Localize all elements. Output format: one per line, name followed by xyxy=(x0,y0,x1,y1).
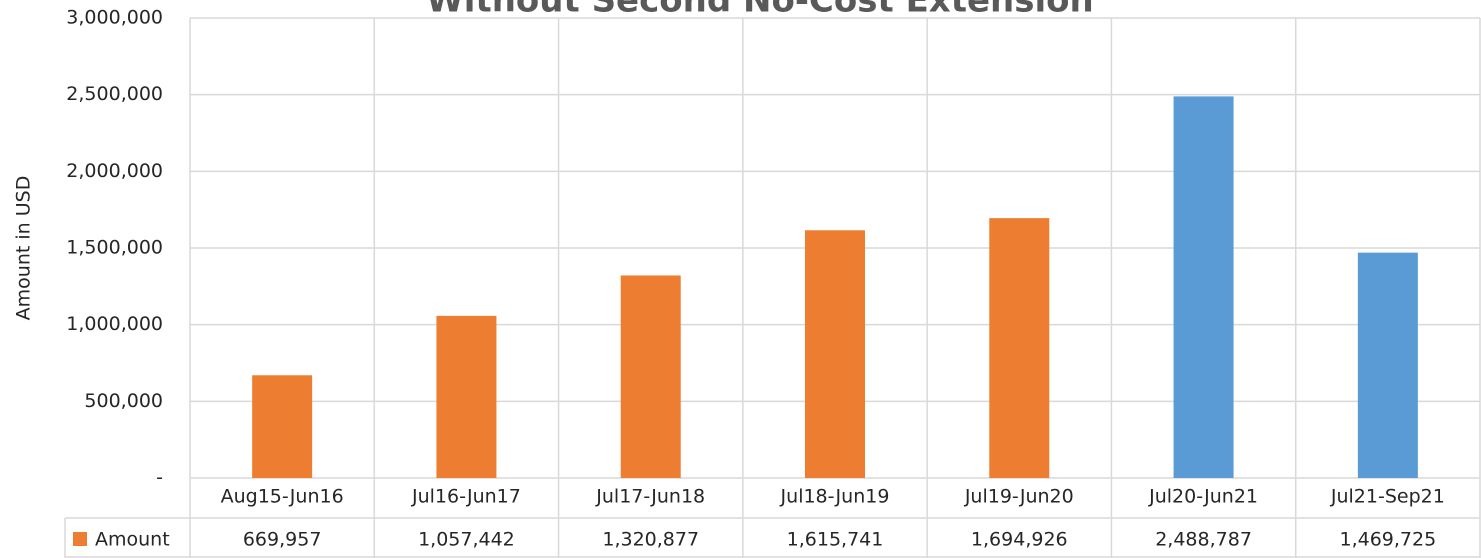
y-tick-label: 2,000,000 xyxy=(66,160,163,182)
x-tick-label: Aug15-Jun16 xyxy=(221,486,344,508)
y-tick-label: 1,000,000 xyxy=(66,313,163,335)
chart-title: Without Second No-Cost Extension xyxy=(426,0,1093,21)
y-tick-label: 500,000 xyxy=(84,390,163,412)
table-value: 1,320,877 xyxy=(602,529,699,551)
bar xyxy=(436,315,497,478)
y-tick-label: 3,000,000 xyxy=(66,7,163,29)
x-tick-label: Jul17-Jun18 xyxy=(595,486,705,508)
x-tick-label: Jul16-Jun17 xyxy=(411,486,521,508)
bar xyxy=(1357,252,1418,478)
x-tick-label: Jul19-Jun20 xyxy=(964,486,1074,508)
bar xyxy=(805,230,865,478)
y-tick-label: 1,500,000 xyxy=(66,237,163,259)
x-tick-label: Jul18-Jun19 xyxy=(780,486,890,508)
bar xyxy=(989,218,1050,479)
table-value: 1,694,926 xyxy=(971,529,1068,551)
y-axis-label: Amount in USD xyxy=(13,176,35,321)
table-value: 669,957 xyxy=(243,529,322,551)
table-value: 1,469,725 xyxy=(1340,529,1437,551)
table-value: 1,057,442 xyxy=(418,529,515,551)
legend-key xyxy=(73,532,87,546)
table-value: 1,615,741 xyxy=(787,529,884,551)
y-tick-label: - xyxy=(156,467,163,489)
y-tick-label: 2,500,000 xyxy=(66,83,163,105)
bar xyxy=(1173,96,1234,479)
x-tick-label: Jul21-Sep21 xyxy=(1330,486,1445,508)
legend-label: Amount xyxy=(95,529,170,551)
bar xyxy=(620,275,681,478)
table-value: 2,488,787 xyxy=(1155,529,1252,551)
x-tick-label: Jul20-Jun21 xyxy=(1148,486,1258,508)
bar xyxy=(252,375,313,478)
